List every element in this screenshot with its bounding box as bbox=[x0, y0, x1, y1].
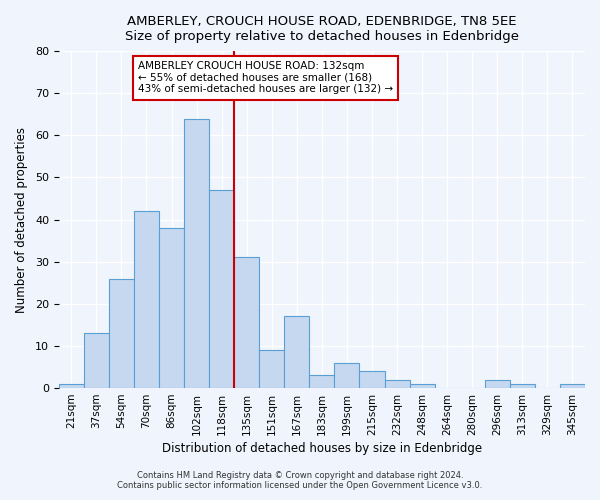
Bar bbox=[259, 350, 284, 388]
Text: Contains HM Land Registry data © Crown copyright and database right 2024.
Contai: Contains HM Land Registry data © Crown c… bbox=[118, 470, 482, 490]
Bar bbox=[359, 371, 385, 388]
Y-axis label: Number of detached properties: Number of detached properties bbox=[15, 126, 28, 312]
Bar bbox=[385, 380, 410, 388]
Bar bbox=[184, 118, 209, 388]
X-axis label: Distribution of detached houses by size in Edenbridge: Distribution of detached houses by size … bbox=[162, 442, 482, 455]
Bar bbox=[485, 380, 510, 388]
Bar bbox=[59, 384, 84, 388]
Bar bbox=[109, 278, 134, 388]
Title: AMBERLEY, CROUCH HOUSE ROAD, EDENBRIDGE, TN8 5EE
Size of property relative to de: AMBERLEY, CROUCH HOUSE ROAD, EDENBRIDGE,… bbox=[125, 15, 519, 43]
Bar bbox=[510, 384, 535, 388]
Bar bbox=[209, 190, 234, 388]
Bar bbox=[284, 316, 310, 388]
Bar bbox=[334, 363, 359, 388]
Bar bbox=[410, 384, 434, 388]
Bar bbox=[159, 228, 184, 388]
Bar bbox=[560, 384, 585, 388]
Bar bbox=[134, 211, 159, 388]
Text: AMBERLEY CROUCH HOUSE ROAD: 132sqm
← 55% of detached houses are smaller (168)
43: AMBERLEY CROUCH HOUSE ROAD: 132sqm ← 55%… bbox=[138, 61, 393, 94]
Bar bbox=[310, 376, 334, 388]
Bar bbox=[84, 334, 109, 388]
Bar bbox=[234, 258, 259, 388]
